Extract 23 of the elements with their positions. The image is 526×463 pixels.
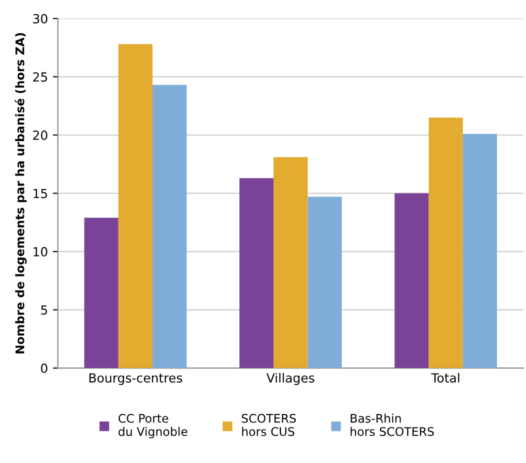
legend-label: SCOTERS hors CUS [242,414,296,436]
bar [84,218,118,368]
bar [118,44,153,368]
y-tick-label: 25 [33,72,48,82]
bar [394,193,429,368]
bar [274,157,308,368]
x-tick-label: Total [431,372,460,383]
y-tick-label: 30 [33,14,48,24]
y-tick-label: 0 [41,364,48,374]
bar [152,84,187,368]
bar [308,196,342,368]
bar [462,134,497,368]
legend-label: CC Porte du Vignoble [118,414,188,438]
bar [239,178,274,368]
y-tick-label: 15 [34,188,48,198]
legend-label: Bas-Rhin hors SCOTERS [350,414,434,436]
y-tick-label: 5 [41,305,48,315]
bar [428,118,463,368]
y-tick-label: 20 [33,130,48,140]
x-tick-label: Villages [266,372,314,386]
y-tick-label: 10 [34,247,48,256]
y-axis-title: Nombre de logements par ha urbanisé (hors ZA) [14,33,27,354]
x-tick-label: Bourgs-centres [89,373,182,386]
